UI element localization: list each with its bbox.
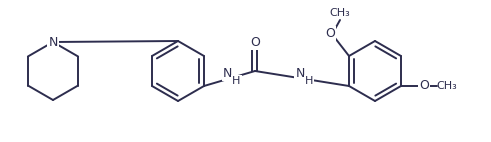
Text: H: H	[305, 76, 313, 85]
Text: O: O	[419, 79, 429, 91]
Text: O: O	[250, 36, 260, 49]
Text: N: N	[295, 67, 305, 80]
Text: N: N	[48, 36, 57, 49]
Text: H: H	[232, 76, 241, 85]
Text: N: N	[223, 67, 232, 80]
Text: CH₃: CH₃	[436, 81, 457, 91]
Text: CH₃: CH₃	[329, 8, 351, 18]
Text: O: O	[325, 27, 335, 39]
